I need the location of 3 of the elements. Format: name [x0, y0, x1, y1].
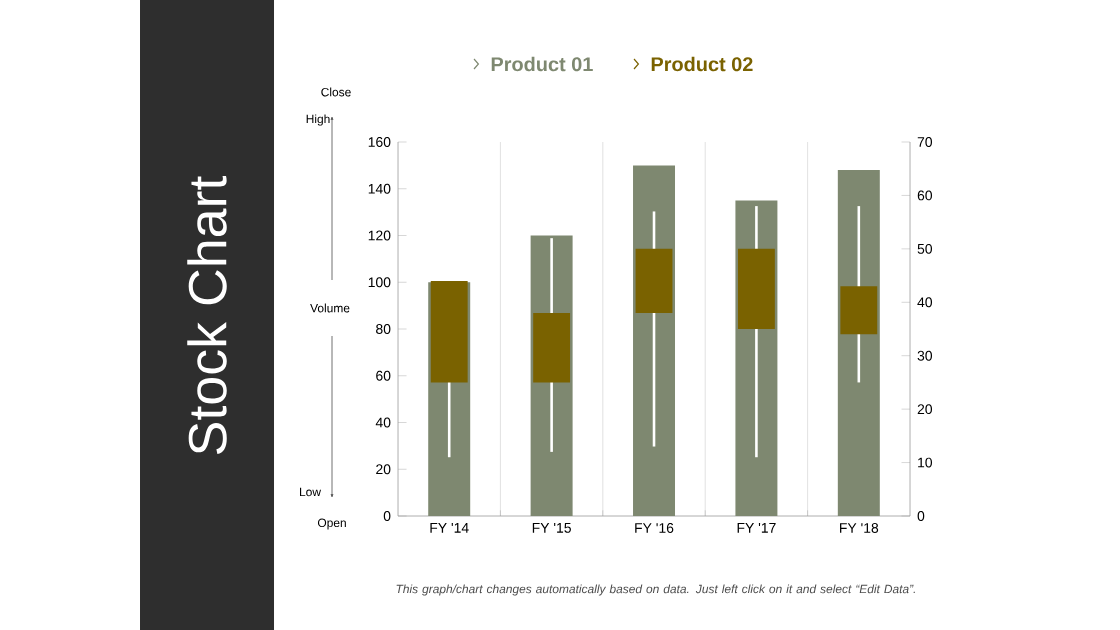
- text: Stock Chart: [187, 175, 227, 455]
- legend-label: Product 01: [491, 56, 593, 72]
- legend-label: Product 02: [651, 56, 753, 72]
